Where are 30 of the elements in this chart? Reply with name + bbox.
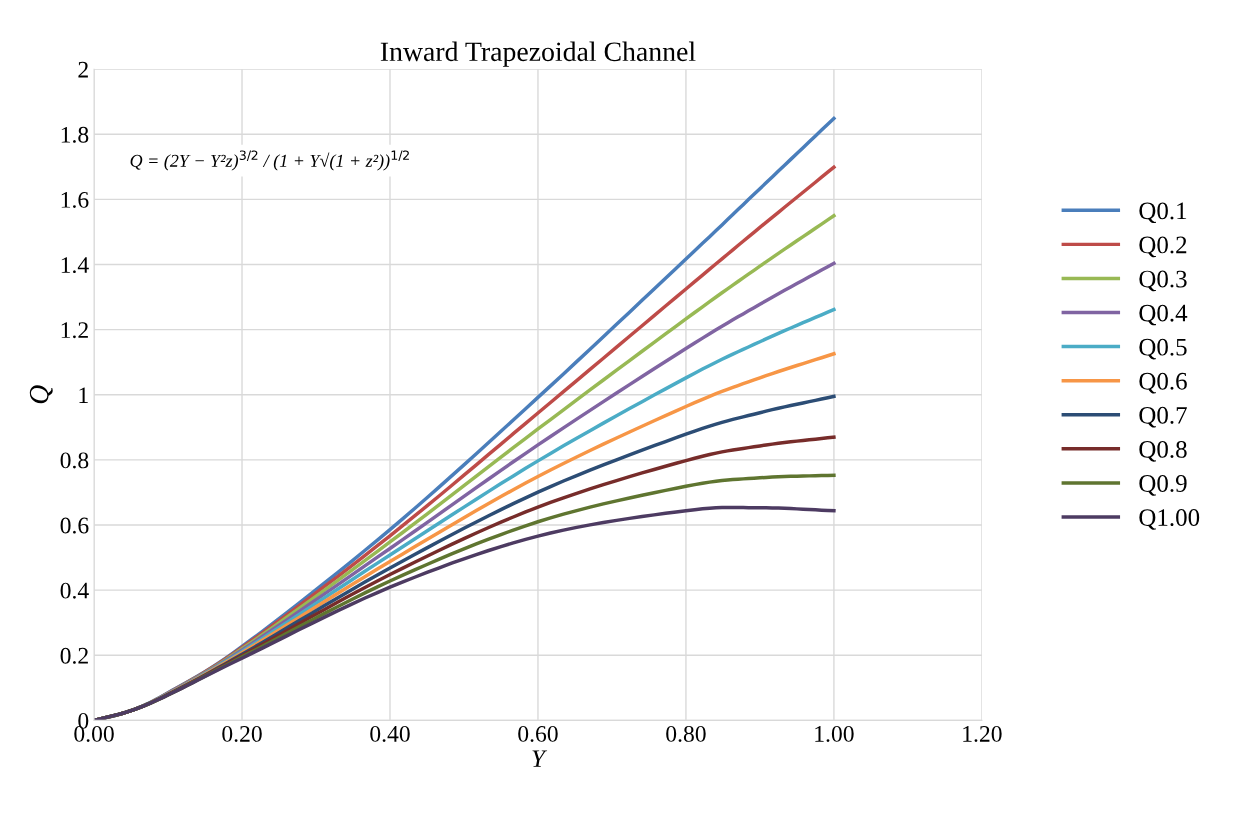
x-tick-label: 0.20: [222, 725, 262, 742]
chart-title: Inward Trapezoidal Channel: [380, 41, 696, 67]
legend-label: Q0.6: [1139, 372, 1187, 394]
y-tick-label: 2: [78, 61, 88, 78]
legend-label: Q0.4: [1139, 304, 1188, 326]
x-tick-label: 0.40: [370, 725, 410, 742]
y-axis-title: Q: [29, 385, 53, 404]
x-tick-label: 1.00: [815, 725, 854, 742]
y-tick-label: 1.2: [61, 322, 88, 339]
legend-label: Q0.5: [1139, 338, 1187, 360]
x-tick-label: 0.80: [666, 725, 706, 742]
legend-label: Q0.3: [1139, 270, 1187, 292]
y-tick-label: 1.8: [61, 126, 89, 143]
y-tick-label: 0.2: [60, 647, 88, 664]
y-tick-label: 1: [79, 387, 88, 403]
y-tick-label: 0.6: [60, 517, 89, 534]
y-tick-label: 1.4: [61, 257, 89, 274]
legend-label: Q0.2: [1139, 236, 1187, 258]
legend-label: Q1.00: [1139, 509, 1200, 530]
legend-label: Q0.9: [1139, 475, 1187, 496]
y-tick-label: 0.4: [60, 582, 89, 599]
annotation: Q = (2Y − Y²z)$^{3/2}$ / (1 + Y√(1 + z²))$^{1/2}$: [130, 150, 409, 171]
legend-label: Q0.1: [1139, 202, 1187, 224]
legend-label: Q0.8: [1139, 440, 1187, 462]
legend-label: Q0.7: [1139, 406, 1187, 428]
x-tick-label: 0.60: [518, 725, 558, 742]
y-tick-label: 1.6: [61, 191, 89, 208]
x-tick-label: 1.20: [963, 725, 1002, 742]
x-axis-title: Y: [532, 750, 548, 767]
y-tick-label: 0.8: [60, 452, 89, 469]
